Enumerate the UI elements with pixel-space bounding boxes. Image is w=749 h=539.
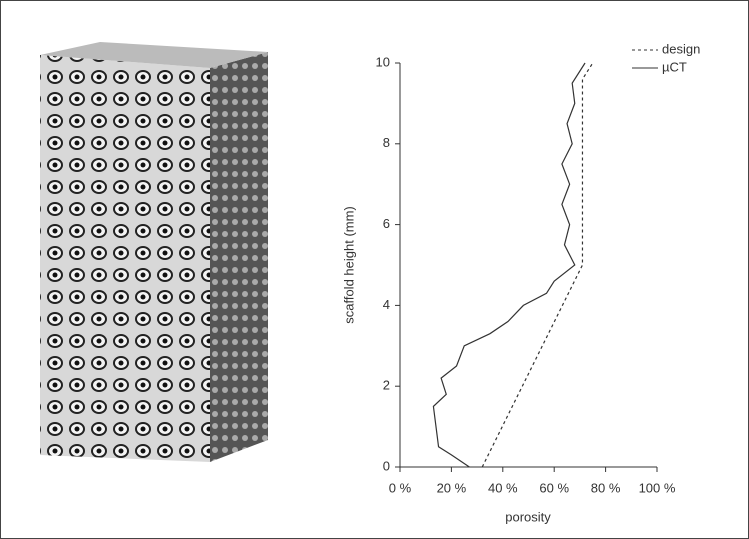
figure: design µCT porosity scaffold height (mm)… xyxy=(0,0,749,539)
y-axis-label: scaffold height (mm) xyxy=(341,206,356,324)
y-tick-label: 6 xyxy=(383,216,390,231)
y-tick-label: 10 xyxy=(376,54,390,69)
y-tick-label: 4 xyxy=(383,297,390,312)
legend-label: design xyxy=(662,41,700,56)
x-tick-label: 20 % xyxy=(437,480,467,495)
y-tick-label: 2 xyxy=(383,378,390,393)
data-line xyxy=(433,63,585,467)
x-tick-label: 60 % xyxy=(539,480,569,495)
data-line xyxy=(482,63,593,467)
x-axis-label: porosity xyxy=(505,509,551,524)
x-tick-label: 80 % xyxy=(591,480,621,495)
y-tick-label: 0 xyxy=(383,458,390,473)
y-tick-label: 8 xyxy=(383,135,390,150)
x-tick-label: 100 % xyxy=(639,480,676,495)
legend-label: µCT xyxy=(662,59,687,74)
x-tick-label: 40 % xyxy=(488,480,518,495)
x-tick-label: 0 % xyxy=(389,480,412,495)
scaffold-render xyxy=(40,42,268,462)
